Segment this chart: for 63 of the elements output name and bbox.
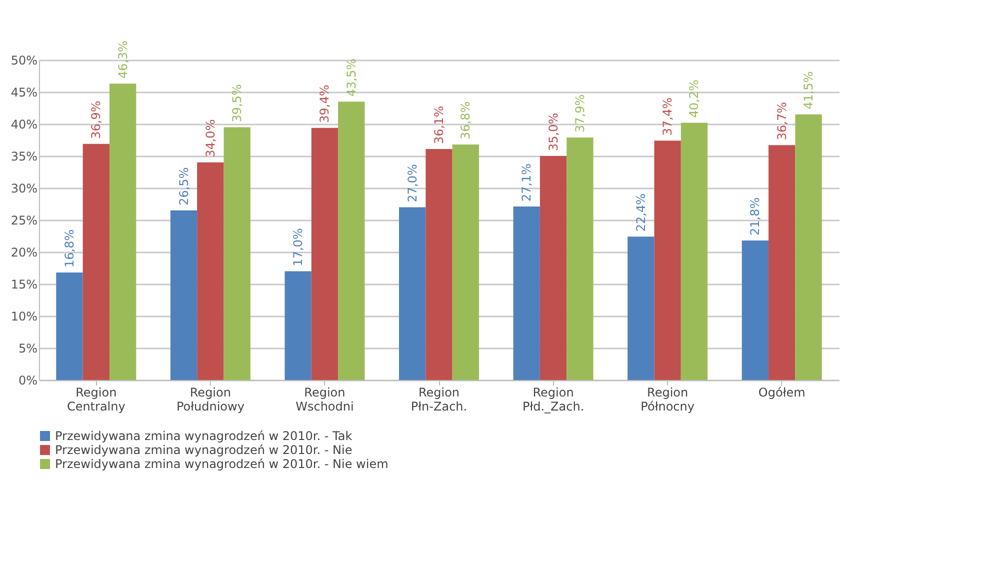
bar — [628, 236, 654, 380]
y-tick-label: 10% — [10, 310, 38, 324]
legend-label: Przewidywana zmina wynagrodzeń w 2010r. - Nie wiem — [55, 457, 388, 471]
legend-label: Przewidywana zmina wynagrodzeń w 2010r. - Nie — [55, 443, 352, 457]
y-tick-label: 50% — [10, 54, 38, 68]
bar — [338, 102, 365, 380]
x-tick-label: Region Centralny — [66, 386, 126, 414]
bar — [82, 144, 110, 380]
data-label: 37,9% — [572, 94, 587, 132]
y-tick-label: 40% — [10, 118, 38, 132]
data-label: 35,0% — [546, 112, 560, 151]
data-label: 36,7% — [774, 102, 789, 140]
bar — [654, 140, 681, 380]
bar — [56, 272, 83, 380]
data-label: 43,5% — [344, 58, 358, 97]
x-tick-label: Region Północny — [640, 386, 694, 414]
bar — [197, 162, 224, 380]
data-label: 36,1% — [432, 106, 446, 144]
bar — [170, 210, 198, 380]
bar — [426, 148, 452, 380]
bar — [768, 145, 796, 380]
bar — [452, 144, 479, 380]
y-tick-label: 20% — [10, 246, 38, 260]
x-tick-label: Region Wschodni — [296, 386, 354, 414]
bar — [311, 128, 338, 380]
data-label: 41,5% — [802, 71, 816, 110]
y-tick-label: 35% — [10, 150, 38, 164]
bar — [284, 271, 312, 380]
bar — [540, 156, 567, 380]
bar — [399, 207, 426, 380]
x-tick-label: Region Płd._Zach. — [522, 386, 584, 414]
data-label: 39,5% — [230, 84, 244, 122]
x-tick-label: Region Płn-Zach. — [410, 386, 468, 414]
data-label: 36,8% — [458, 101, 473, 140]
data-label: 40,2% — [687, 80, 702, 118]
y-tick-label: 45% — [10, 86, 38, 100]
y-tick-label: 5% — [18, 342, 38, 356]
bar — [224, 127, 250, 380]
data-label: 34,0% — [203, 119, 218, 158]
data-label: 16,8% — [62, 229, 76, 268]
data-label: 27,0% — [405, 164, 420, 202]
data-label: 46,3% — [116, 40, 130, 79]
y-tick-label: 15% — [10, 278, 38, 292]
data-label: 39,4% — [318, 84, 332, 123]
legend-label: Przewidywana zmina wynagrodzeń w 2010r. - Tak — [55, 429, 352, 443]
bar — [742, 240, 769, 380]
data-label: 37,4% — [660, 98, 675, 136]
data-label: 17,0% — [291, 228, 306, 266]
bar — [795, 114, 822, 380]
bar — [680, 122, 708, 380]
x-tick-label: Region Południowy — [176, 386, 244, 414]
y-tick-label: 30% — [10, 182, 38, 196]
x-tick-label: Ogółem — [758, 386, 806, 400]
y-tick-label: 0% — [18, 374, 38, 388]
data-label: 22,4% — [634, 194, 648, 232]
data-label: 26,5% — [176, 167, 191, 206]
bar — [513, 206, 540, 380]
data-label: 27,1% — [520, 163, 534, 202]
bar — [109, 84, 136, 380]
y-tick-label: 25% — [10, 214, 38, 228]
data-label: 36,9% — [89, 100, 104, 139]
data-label: 21,8% — [748, 197, 762, 236]
bar — [566, 137, 594, 380]
